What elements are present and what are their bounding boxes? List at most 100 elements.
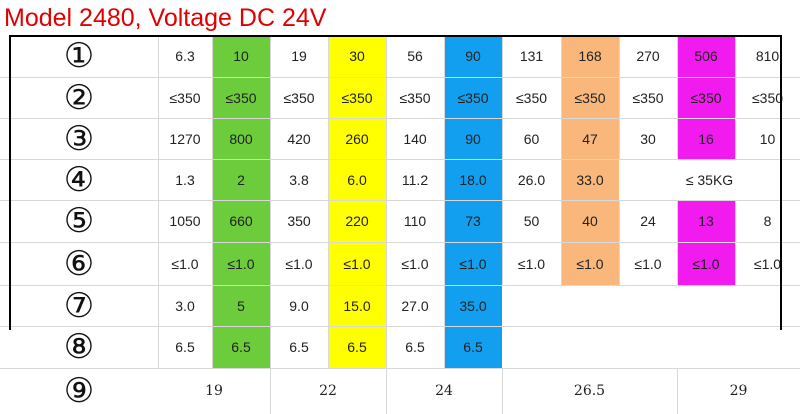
column-divider bbox=[735, 200, 736, 285]
table-cell: 1.3 bbox=[175, 171, 195, 188]
table-cell: 420 bbox=[287, 130, 311, 147]
table-cell: 73 bbox=[444, 200, 502, 242]
table-frame bbox=[9, 35, 782, 37]
table-cell: 26.0 bbox=[517, 171, 546, 188]
table-cell: 220 bbox=[328, 200, 386, 242]
table-cell: 131 bbox=[519, 48, 544, 64]
row-number: ② bbox=[63, 77, 95, 118]
row-divider bbox=[0, 242, 800, 243]
column-divider bbox=[386, 35, 387, 368]
row-number: ⑥ bbox=[63, 243, 95, 284]
column-divider bbox=[158, 35, 159, 368]
table-cell: 40 bbox=[561, 200, 619, 242]
table-cell: 19 bbox=[291, 48, 307, 64]
table-frame bbox=[780, 35, 782, 330]
column-divider bbox=[735, 35, 736, 159]
table-cell: ≤1.0 bbox=[634, 255, 662, 272]
table-frame bbox=[9, 35, 11, 330]
table-cell: 60 bbox=[523, 130, 540, 147]
column-divider bbox=[212, 35, 213, 368]
column-divider bbox=[270, 368, 271, 414]
table-cell: ≤350 bbox=[169, 89, 201, 106]
table-cell: 5 bbox=[212, 285, 270, 326]
table-cell: ≤350 bbox=[283, 89, 315, 106]
table-cell: ≤1.0 bbox=[561, 242, 619, 285]
table-cell: ≤350 bbox=[677, 77, 735, 118]
row-divider bbox=[0, 285, 800, 286]
table-cell: 6.0 bbox=[328, 159, 386, 200]
table-cell: 3.8 bbox=[289, 171, 309, 188]
table-cell: 30 bbox=[328, 35, 386, 77]
table-cell: 6.5 bbox=[444, 326, 502, 368]
table-cell: 90 bbox=[444, 118, 502, 159]
table-cell: 50 bbox=[523, 213, 540, 229]
column-divider bbox=[677, 368, 678, 414]
table-cell: 15.0 bbox=[328, 285, 386, 326]
table-cell: 56 bbox=[407, 48, 423, 64]
table-cell: 22 bbox=[319, 383, 337, 399]
table-cell: 13 bbox=[677, 200, 735, 242]
table-cell: 350 bbox=[287, 213, 311, 229]
table-cell: ≤350 bbox=[632, 89, 664, 106]
table-cell: 11.2 bbox=[401, 171, 429, 188]
table-cell: 6.5 bbox=[212, 326, 270, 368]
table-cell: 6.5 bbox=[405, 339, 425, 355]
table-cell: 10 bbox=[759, 130, 776, 147]
table-cell: 110 bbox=[403, 213, 427, 229]
row-divider bbox=[0, 368, 800, 369]
table-cell: 19 bbox=[205, 383, 223, 399]
table-cell: 3.0 bbox=[175, 297, 195, 314]
row-number: ④ bbox=[63, 159, 95, 200]
column-divider bbox=[677, 35, 678, 159]
table-cell: 9.0 bbox=[289, 297, 309, 314]
table-cell: 1050 bbox=[169, 213, 201, 229]
table-cell: 140 bbox=[403, 130, 427, 147]
table-cell: 27.0 bbox=[401, 297, 429, 314]
table-cell: 270 bbox=[636, 48, 660, 64]
table-cell: ≤1.0 bbox=[212, 242, 270, 285]
column-divider bbox=[444, 35, 445, 368]
table-cell: ≤1.0 bbox=[285, 255, 313, 272]
table-cell: ≤1.0 bbox=[328, 242, 386, 285]
table-cell: ≤1.0 bbox=[401, 255, 429, 272]
merged-cell: ≤ 35KG bbox=[685, 171, 734, 188]
table-cell: 6.5 bbox=[328, 326, 386, 368]
table-cell: ≤1.0 bbox=[171, 255, 199, 272]
table-cell: 8 bbox=[763, 213, 772, 229]
table-cell: ≤350 bbox=[751, 89, 784, 106]
column-divider bbox=[270, 35, 271, 368]
column-divider bbox=[561, 35, 562, 285]
table-cell: 33.0 bbox=[561, 159, 619, 200]
page-title: Model 2480, Voltage DC 24V bbox=[4, 4, 327, 32]
column-divider bbox=[619, 200, 620, 285]
table-cell: 26.5 bbox=[573, 383, 606, 399]
column-divider bbox=[619, 35, 620, 159]
row-number: ⑤ bbox=[63, 201, 95, 241]
table-cell: 47 bbox=[561, 118, 619, 159]
column-divider bbox=[502, 35, 503, 285]
row-number: ③ bbox=[63, 118, 95, 159]
table-cell: ≤1.0 bbox=[677, 242, 735, 285]
row-number: ⑧ bbox=[63, 327, 95, 367]
column-divider bbox=[386, 368, 387, 414]
table-cell: 6.5 bbox=[175, 339, 195, 355]
table-cell: 2 bbox=[212, 159, 270, 200]
table-cell: 260 bbox=[328, 118, 386, 159]
row-number: ⑦ bbox=[63, 285, 95, 326]
table-cell: 168 bbox=[561, 35, 619, 77]
table-cell: 90 bbox=[444, 35, 502, 77]
table-cell: ≤350 bbox=[515, 89, 548, 106]
table-cell: ≤350 bbox=[561, 77, 619, 118]
table-cell: 30 bbox=[640, 130, 656, 147]
table-cell: 660 bbox=[212, 200, 270, 242]
table-cell: ≤350 bbox=[444, 77, 502, 118]
spec-table: ① 6.3 10 19 30 56 90 131 168 270 506 810 ② ≤350 ≤350 ≤3… bbox=[0, 35, 800, 414]
table-cell: 10 bbox=[212, 35, 270, 77]
table-cell: ≤1.0 bbox=[444, 242, 502, 285]
table-cell: ≤350 bbox=[328, 77, 386, 118]
row-divider bbox=[0, 326, 800, 327]
column-divider bbox=[502, 368, 503, 414]
table-cell: 6.3 bbox=[175, 48, 195, 64]
table-cell: 29 bbox=[729, 383, 748, 399]
table-cell: 810 bbox=[755, 48, 780, 64]
